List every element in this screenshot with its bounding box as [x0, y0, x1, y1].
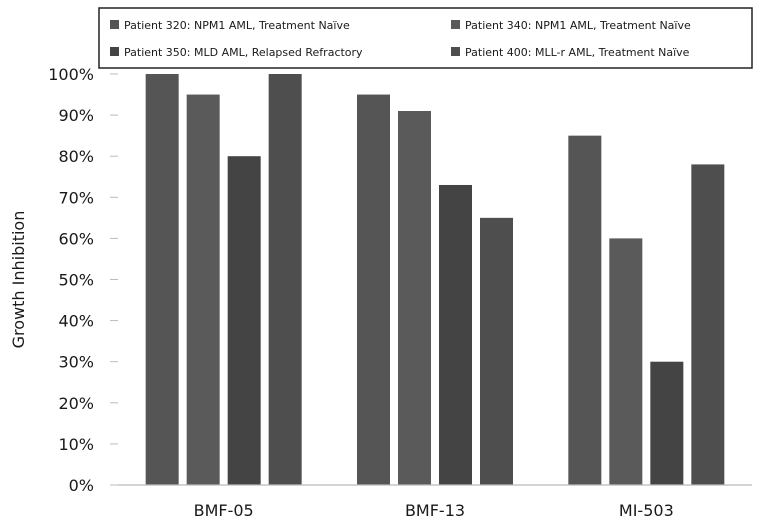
legend-label: Patient 400: MLL-r AML, Treatment Naïve [465, 46, 690, 59]
y-tick-label: 50% [58, 271, 94, 290]
y-tick-label: 80% [58, 147, 94, 166]
legend: Patient 320: NPM1 AML, Treatment Naïve Pa… [98, 7, 753, 69]
y-tick-label: 70% [58, 188, 94, 207]
legend-box [98, 7, 753, 69]
x-axis: BMF-05 BMF-13 MI-503 [118, 484, 752, 520]
bar [186, 94, 220, 486]
bar [398, 110, 431, 486]
legend-swatch [451, 20, 460, 29]
y-tick-label: 20% [58, 394, 94, 413]
bar [650, 361, 684, 485]
legend-label: Patient 350: MLD AML, Relapsed Refractor… [124, 46, 363, 59]
legend-label: Patient 320: NPM1 AML, Treatment Naïve [124, 19, 350, 32]
y-tick-label: 0% [69, 476, 94, 495]
legend-swatch [110, 47, 119, 56]
bar [480, 217, 513, 485]
bar [357, 94, 390, 486]
bar [568, 135, 602, 485]
y-tick-label: 30% [58, 353, 94, 372]
legend-label: Patient 340: NPM1 AML, Treatment Naïve [465, 19, 691, 32]
bar [609, 238, 643, 485]
y-tick-label: 10% [58, 435, 94, 454]
x-tick-label: BMF-05 [194, 501, 254, 520]
y-axis: 0% 10% 20% 30% 40% 50% 60% 70% 80% 90% 100% [48, 65, 118, 495]
legend-swatch [451, 47, 460, 56]
y-tick-label: 60% [58, 229, 94, 248]
bar [439, 184, 472, 485]
y-tick-label: 40% [58, 312, 94, 331]
bars [145, 74, 725, 486]
y-tick-label: 100% [48, 65, 94, 84]
x-tick-label: MI-503 [619, 501, 674, 520]
x-tick-label: BMF-13 [405, 501, 465, 520]
bar [227, 156, 261, 485]
y-axis-title: Growth Inhibition [9, 211, 28, 349]
bar [691, 164, 725, 486]
legend-swatch [110, 20, 119, 29]
bar [268, 74, 302, 485]
y-tick-label: 90% [58, 106, 94, 125]
bar [145, 74, 179, 485]
